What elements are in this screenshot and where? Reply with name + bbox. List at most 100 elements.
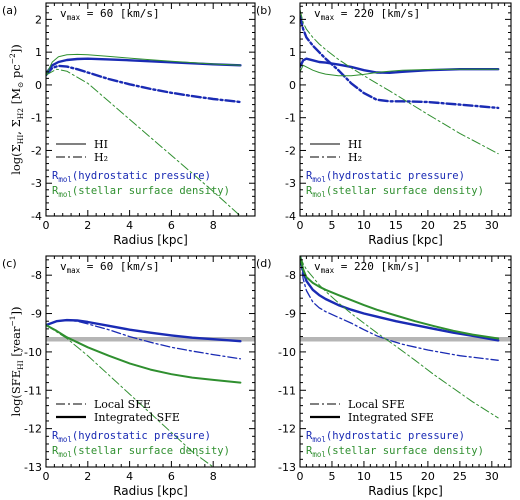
- x-tick-label: 6: [168, 219, 175, 232]
- x-axis-title: Radius [kpc]: [113, 484, 188, 498]
- y-tick-label: -13: [278, 461, 296, 474]
- rmol-label-green: R_mol(stellar surface density)Rmol(stell…: [52, 185, 230, 199]
- series-blue-solid: [46, 57, 242, 75]
- series-green-solid: [46, 53, 241, 76]
- x-tick-label: 20: [421, 470, 435, 483]
- rmol-label-green: R_mol(stellar surface density)Rmol(stell…: [306, 185, 484, 199]
- y-tick-label: -2: [285, 144, 296, 157]
- legend-label: HI: [94, 138, 108, 151]
- y-tick-label: -4: [285, 210, 296, 223]
- legend-label: H₂: [348, 151, 362, 164]
- x-tick-label: 30: [485, 219, 499, 232]
- series-green-dashdot: [46, 68, 241, 216]
- legend-label: Integrated SFE: [348, 411, 434, 424]
- x-tick-label: 2: [84, 470, 91, 483]
- y-tick-label: -10: [278, 346, 296, 359]
- x-axis-title: Radius [kpc]: [368, 233, 443, 247]
- x-tick-label: 4: [126, 219, 133, 232]
- x-tick-label: 6: [168, 470, 175, 483]
- plot-frame: [299, 255, 512, 468]
- x-tick-label: 25: [453, 470, 467, 483]
- y-tick-label: -2: [31, 144, 42, 157]
- x-tick-label: 25: [453, 219, 467, 232]
- y-tick-label: 2: [289, 13, 296, 26]
- vmax-annotation: v_max = 220 [km/s] vmax = 220 [km/s]: [314, 260, 420, 275]
- rmol-label-blue: R_mol(hydrostatic pressure)Rmol(hydrosta…: [52, 170, 211, 184]
- x-tick-label: 10: [357, 219, 371, 232]
- panel-label: (a): [2, 4, 17, 17]
- series-green-dashdot: [300, 9, 499, 155]
- y-tick-label: 1: [35, 46, 42, 59]
- y-tick-label: -10: [24, 346, 42, 359]
- vmax-annotation: v_max = 60 [km/s] vmax = 60 [km/s]: [60, 260, 160, 275]
- x-tick-label: 10: [357, 470, 371, 483]
- plot-frame: [45, 2, 256, 217]
- legend-label: H₂: [94, 151, 108, 164]
- panel-c: 0 2 4 6 8 -13 -12 -11 -10 -9 -8 Radius [kpc] log(SFE…: [2, 255, 256, 498]
- y-tick-label: 1: [289, 46, 296, 59]
- panel-d: 0 5 10 15 20 25 30 -13 -12 -11 -10 -9 -8 Radius [kpc]…: [256, 255, 512, 498]
- legend-label: Local SFE: [94, 398, 151, 411]
- y-tick-label: -9: [31, 308, 42, 321]
- series-green-solid: [300, 256, 500, 340]
- rmol-label-green: R_mol(stellar surface density)Rmol(stell…: [52, 445, 230, 459]
- x-tick-label: 8: [210, 219, 217, 232]
- x-tick-label: 5: [328, 219, 335, 232]
- series-blue-solid: [300, 57, 500, 75]
- y-tick-label: -8: [31, 269, 42, 282]
- y-tick-label: -11: [278, 384, 296, 397]
- series-green-dashdot: [46, 324, 215, 467]
- y-axis-title: log(Σ_HI, Σ_H2 [M_⊙ pc^-2])log(ΣHI, ΣH2 …: [8, 44, 25, 175]
- series-green-dashdot: [300, 256, 499, 419]
- series-green-solid: [46, 324, 242, 384]
- y-tick-label: -3: [285, 177, 296, 190]
- rmol-label-blue: R_mol(hydrostatic pressure)Rmol(hydrosta…: [306, 170, 465, 184]
- x-tick-label: 0: [43, 470, 50, 483]
- y-tick-label: -1: [31, 112, 42, 125]
- x-tick-label: 0: [297, 219, 304, 232]
- panel-label: (b): [256, 4, 272, 17]
- panel-label: (c): [2, 257, 17, 270]
- y-tick-label: 0: [289, 79, 296, 92]
- panel-a: 0 2 4 6 8 -4 -3 -2 -1 0 1 2 Radius [kpc] log(Σ_HI, Σ_…: [2, 2, 256, 247]
- y-tick-label: -1: [285, 112, 296, 125]
- vmax-annotation: v_max = 60 [km/s] vmax = 60 [km/s]: [60, 7, 160, 22]
- y-tick-label: -3: [31, 177, 42, 190]
- series-blue-solid: [300, 256, 500, 342]
- plot-frame: [45, 255, 256, 468]
- x-tick-label: 20: [421, 219, 435, 232]
- x-tick-label: 15: [389, 219, 403, 232]
- legend-label: HI: [348, 138, 362, 151]
- legend-label: Integrated SFE: [94, 411, 180, 424]
- panel-label: (d): [256, 257, 272, 270]
- series-blue-dashdot: [46, 64, 242, 104]
- series-blue-dashdot: [46, 319, 242, 360]
- x-tick-label: 15: [389, 470, 403, 483]
- rmol-label-blue: R_mol(hydrostatic pressure)Rmol(hydrosta…: [52, 430, 211, 444]
- x-tick-label: 0: [297, 470, 304, 483]
- x-axis-title: Radius [kpc]: [113, 233, 188, 247]
- series-blue-dashdot: [300, 256, 499, 361]
- y-tick-label: -4: [31, 210, 42, 223]
- x-tick-label: 4: [126, 470, 133, 483]
- series-green-solid: [300, 64, 499, 77]
- y-axis-title: log(SFE_HI [year^-1])log(SFEHI [year−1]): [8, 306, 25, 416]
- plot-frame: [299, 2, 512, 217]
- x-tick-label: 30: [485, 470, 499, 483]
- legend-label: Local SFE: [348, 398, 405, 411]
- y-tick-label: -8: [285, 269, 296, 282]
- y-tick-label: -12: [278, 423, 296, 436]
- y-tick-label: 0: [35, 79, 42, 92]
- rmol-label-blue: R_mol(hydrostatic pressure)Rmol(hydrosta…: [306, 430, 465, 444]
- panel-b: 0 5 10 15 20 25 30 -4 -3 -2 -1 0 1 2 Radius [kpc] (b) v_…: [256, 2, 512, 247]
- vmax-annotation: v_max = 220 [km/s] vmax = 220 [km/s]: [314, 7, 420, 22]
- x-tick-label: 5: [328, 470, 335, 483]
- x-tick-label: 0: [43, 219, 50, 232]
- y-tick-label: -13: [24, 461, 42, 474]
- y-tick-label: -12: [24, 423, 42, 436]
- y-tick-label: -11: [24, 384, 42, 397]
- y-tick-label: 2: [35, 13, 42, 26]
- y-tick-label: -9: [285, 308, 296, 321]
- series-blue-dashdot: [300, 14, 500, 110]
